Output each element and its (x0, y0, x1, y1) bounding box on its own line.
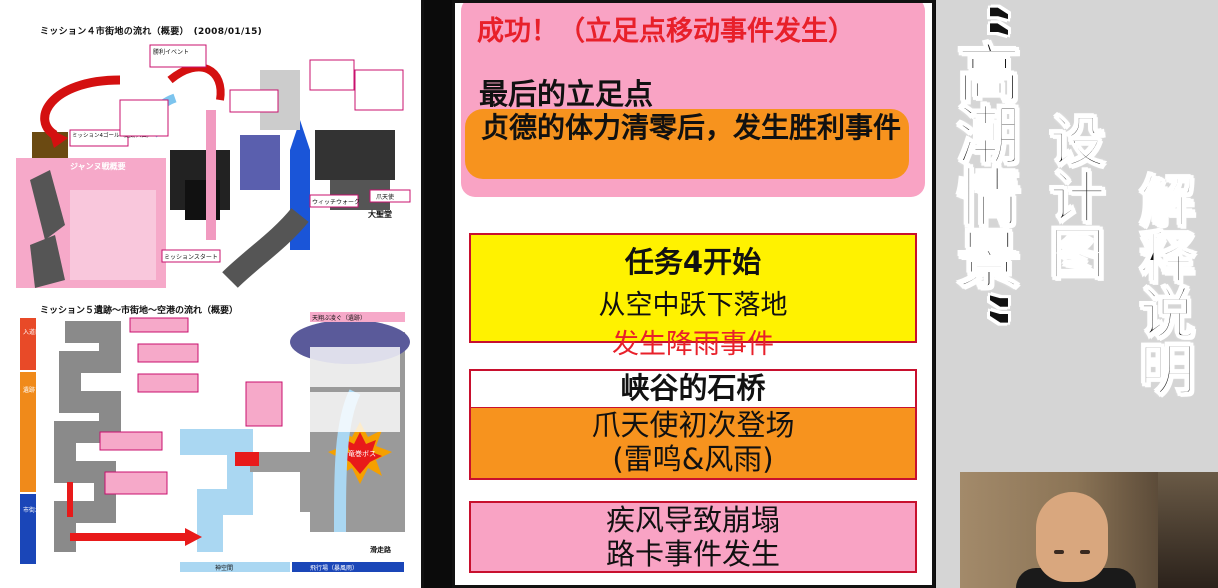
label-runway: 滑走路 (370, 545, 392, 554)
last-platform-title: 最后的立足点 (479, 77, 654, 111)
label-god-space: 神空間 (215, 564, 233, 572)
mission4-diagram: 勝利イベント ミッション4ゴール（遺跡入口） ジャンヌ戦概要 爪天使 大聖堂 ミ… (16, 44, 411, 288)
eye-right (1080, 550, 1090, 554)
label-airfield: 飛行場（暴風雨） (310, 564, 358, 572)
label-claw-angel: 爪天使 (376, 193, 394, 201)
label-goal: ミッション4ゴール（遺跡入口） (72, 131, 153, 139)
mission5-diagram: 入道口 遺跡ゾーン 市街地ゾーン 竜巻ボス 神空間 飛行場（暴風雨） 滑走路 天… (20, 312, 410, 572)
mission4-start-line3: 发生降雨事件 (612, 329, 774, 360)
doc-title-bottom: ミッション５遺跡～市街地～空港の流れ（概要） (40, 306, 239, 316)
label-city-zone: 市街地ゾーン (23, 506, 59, 514)
label-ruins-zone: 遺跡ゾーン (23, 386, 53, 394)
mission4-start-title: 任务4开始 (624, 245, 762, 279)
victory-text: 贞德的体力清零后，发生胜利事件 (481, 111, 902, 144)
collapse-box: 疾风导致崩塌 路卡事件发生 (469, 501, 917, 573)
success-text: 成功！（立足点移动事件发生） (477, 16, 855, 47)
label-sky-ruins: 天翔ぶ凌ぐ（遺跡） (312, 314, 366, 322)
stone-bridge-header: 峡谷的石桥 (469, 369, 917, 409)
person-head (1036, 492, 1108, 582)
claw-angel-box: 爪天使初次登场 (雷鸣&风雨) (469, 408, 917, 480)
vertical-title-1: “高潮情景” (945, 0, 1021, 329)
mission4-start-box: 任务4开始 从空中跃下落地 发生降雨事件 (469, 233, 917, 360)
eye-left (1054, 550, 1064, 554)
webcam-overlay (960, 472, 1218, 588)
vertical-title-2: 设计图 (1039, 111, 1106, 281)
doc-title-top: ミッション４市街地の流れ（概要） (2008/01/15) (40, 27, 263, 37)
vertical-title-3: 解释说明 (1129, 171, 1196, 397)
label-victory: 勝利イベント (153, 48, 189, 56)
explanation-panel: 成功！（立足点移动事件发生） 最后的立足点 贞德的体力清零后，发生胜利事件 任务… (452, 0, 935, 588)
label-witch-walk: ウィッチウォーク (312, 198, 360, 206)
label-jeanne: ジャンヌ戦概要 (70, 161, 126, 171)
shelf (1158, 472, 1218, 588)
label-tornado-boss: 竜巻ボス (348, 449, 376, 458)
victory-box (465, 109, 909, 179)
label-mission-start: ミッションスタート (164, 253, 218, 261)
design-document: ミッション４市街地の流れ（概要） (2008/01/15) 勝利イベント ミッシ… (0, 0, 424, 588)
mission4-start-line2: 从空中跃下落地 (598, 290, 788, 321)
label-entrance: 入道口 (23, 328, 41, 336)
label-cathedral: 大聖堂 (368, 209, 392, 219)
